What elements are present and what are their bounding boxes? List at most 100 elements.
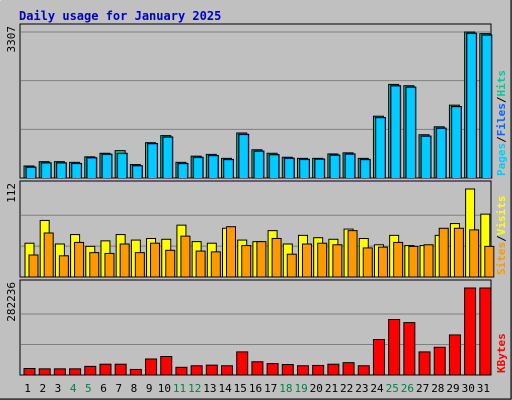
x-tick-label: 8	[131, 382, 138, 395]
x-tick-label: 6	[100, 382, 107, 395]
bar-sites	[484, 245, 495, 278]
x-tick-label: 13	[203, 382, 216, 395]
bar-sites	[347, 230, 358, 278]
side-legend: KBytes	[495, 333, 508, 373]
bar-sites	[119, 243, 130, 278]
bar-sites	[226, 226, 237, 278]
bar-pages	[346, 154, 355, 178]
bar-sites	[89, 252, 100, 278]
x-tick-label: 29	[446, 382, 459, 395]
bar-sites	[393, 241, 404, 278]
chart-title: Daily usage for January 2025	[19, 9, 221, 23]
bar-pages	[87, 158, 96, 178]
bar-pages	[285, 159, 294, 178]
x-tick-label: 24	[370, 382, 384, 395]
bar-kbytes	[372, 339, 385, 376]
legend-entry: Sites	[495, 242, 508, 275]
x-tick-label: 15	[234, 382, 247, 395]
bar-sites	[134, 252, 145, 278]
bar-pages	[194, 158, 203, 178]
bar-sites	[150, 242, 161, 278]
bar-kbytes	[312, 364, 325, 376]
legend-entry: /	[495, 235, 508, 242]
bar-kbytes	[464, 287, 477, 376]
bar-kbytes	[251, 361, 264, 376]
bar-sites	[104, 252, 115, 278]
y-max-label: 3307	[5, 26, 18, 53]
bar-kbytes	[38, 368, 51, 376]
bar-kbytes	[129, 368, 142, 376]
bar-pages	[42, 163, 51, 178]
side-legend: Pages/Files/Hits	[495, 70, 508, 176]
bar-pages	[148, 144, 157, 178]
bar-sites	[286, 253, 297, 278]
x-tick-label: 5	[85, 382, 92, 395]
legend-entry: Visits	[495, 196, 508, 236]
bar-sites	[210, 251, 221, 278]
bar-pages	[376, 118, 385, 178]
bar-kbytes	[479, 287, 492, 376]
bar-sites	[301, 243, 312, 278]
x-tick-label: 23	[355, 382, 368, 395]
bar-pages	[315, 160, 324, 178]
bar-kbytes	[205, 364, 218, 376]
bar-kbytes	[357, 365, 370, 376]
x-tick-label: 11	[173, 382, 186, 395]
bar-kbytes	[327, 363, 340, 376]
bar-kbytes	[266, 363, 279, 376]
x-tick-label: 12	[188, 382, 201, 395]
bar-pages	[300, 160, 309, 178]
bar-sites	[438, 227, 449, 278]
x-tick-label: 16	[249, 382, 262, 395]
bar-kbytes	[433, 346, 446, 376]
legend-entry: Pages	[495, 143, 508, 176]
x-tick-label: 18	[279, 382, 292, 395]
bar-kbytes	[281, 364, 294, 376]
bar-sites	[317, 242, 328, 278]
bar-pages	[422, 137, 431, 178]
x-tick-label: 31	[477, 382, 490, 395]
bar-pages	[330, 156, 339, 178]
bar-pages	[209, 156, 218, 178]
bar-sites	[180, 235, 191, 278]
bar-pages	[178, 164, 187, 178]
bar-kbytes	[69, 368, 82, 376]
bar-pages	[361, 160, 370, 178]
bar-pages	[391, 86, 400, 178]
bar-sites	[362, 247, 373, 278]
x-tick-label: 21	[325, 382, 338, 395]
x-tick-label: 22	[340, 382, 353, 395]
bar-kbytes	[114, 363, 127, 376]
bar-kbytes	[53, 368, 66, 376]
bar-sites	[469, 229, 480, 278]
bar-sites	[256, 241, 267, 278]
bar-sites	[423, 244, 434, 278]
bar-sites	[332, 244, 343, 278]
side-legend: Sites/Visits	[495, 196, 508, 276]
legend-entry: Hits	[495, 70, 508, 97]
bar-kbytes	[23, 368, 36, 376]
bar-kbytes	[236, 351, 249, 376]
bar-kbytes	[84, 365, 97, 376]
y-max-label: 112	[5, 183, 18, 203]
bar-pages	[406, 88, 415, 178]
bar-sites	[58, 255, 69, 278]
x-tick-label: 1	[24, 382, 31, 395]
bars-group	[23, 31, 495, 376]
x-tick-label: 10	[158, 382, 171, 395]
bar-sites	[241, 245, 252, 278]
legend-text: Sites/Visits	[495, 196, 508, 276]
bar-sites	[271, 238, 282, 278]
bar-pages	[270, 155, 279, 178]
bar-kbytes	[388, 319, 401, 376]
bar-pages	[57, 163, 66, 178]
x-tick-label: 7	[115, 382, 122, 395]
y-max-label: 282236	[5, 282, 18, 322]
bar-pages	[452, 107, 461, 178]
bar-sites	[43, 232, 54, 278]
legend-entry: /	[495, 96, 508, 103]
bar-pages	[254, 152, 263, 178]
x-tick-label: 27	[416, 382, 429, 395]
x-tick-label: 25	[386, 382, 399, 395]
